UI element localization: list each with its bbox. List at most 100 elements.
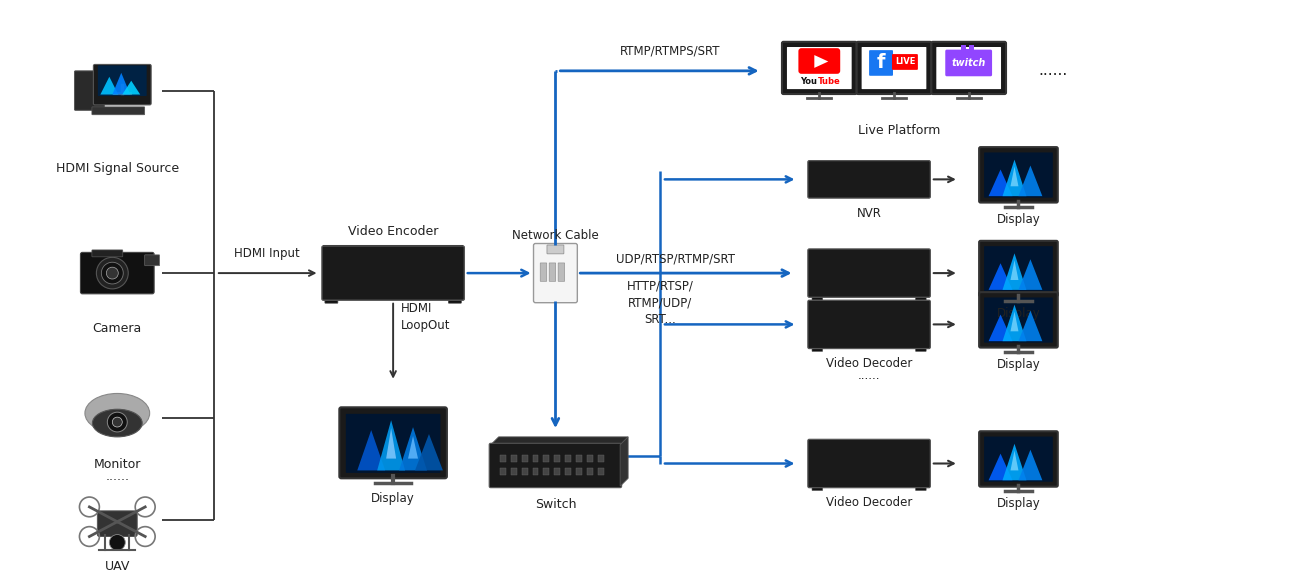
Bar: [543, 468, 550, 475]
Text: Tube: Tube: [819, 77, 841, 86]
Polygon shape: [1010, 450, 1018, 470]
FancyBboxPatch shape: [808, 301, 930, 349]
Polygon shape: [1002, 254, 1026, 290]
Polygon shape: [1018, 166, 1042, 196]
Text: LIVE: LIVE: [895, 57, 916, 67]
Polygon shape: [815, 55, 828, 68]
FancyBboxPatch shape: [916, 295, 926, 300]
Polygon shape: [988, 263, 1013, 290]
Polygon shape: [122, 80, 140, 94]
Polygon shape: [377, 420, 405, 470]
Polygon shape: [988, 453, 1013, 480]
FancyBboxPatch shape: [884, 317, 901, 331]
Polygon shape: [386, 428, 396, 459]
FancyBboxPatch shape: [979, 241, 1057, 296]
Text: Display: Display: [371, 492, 415, 505]
Text: Video Encoder: Video Encoder: [348, 225, 438, 237]
FancyBboxPatch shape: [837, 456, 859, 471]
Polygon shape: [621, 437, 628, 486]
FancyBboxPatch shape: [857, 42, 932, 94]
Circle shape: [434, 264, 447, 278]
FancyBboxPatch shape: [812, 346, 823, 351]
FancyBboxPatch shape: [869, 172, 890, 186]
Bar: [533, 468, 538, 475]
Text: HDMI
LoopOut: HDMI LoopOut: [401, 302, 450, 332]
FancyBboxPatch shape: [323, 245, 463, 252]
FancyBboxPatch shape: [812, 295, 823, 300]
Polygon shape: [113, 73, 130, 94]
Text: HTTP/RTSP/
RTMP/UDP/
SRT...: HTTP/RTSP/ RTMP/UDP/ SRT...: [627, 279, 694, 326]
FancyBboxPatch shape: [782, 42, 857, 94]
FancyBboxPatch shape: [558, 263, 564, 281]
Bar: [510, 455, 517, 461]
Text: Video Decoder: Video Decoder: [827, 357, 912, 370]
FancyBboxPatch shape: [380, 263, 398, 281]
FancyBboxPatch shape: [984, 246, 1052, 291]
FancyBboxPatch shape: [862, 47, 926, 89]
Bar: [533, 455, 538, 461]
FancyBboxPatch shape: [984, 298, 1052, 343]
Bar: [555, 455, 560, 461]
Circle shape: [815, 455, 832, 472]
FancyBboxPatch shape: [92, 107, 144, 115]
FancyBboxPatch shape: [408, 263, 429, 281]
Bar: [588, 468, 593, 475]
Polygon shape: [1002, 444, 1026, 480]
Bar: [555, 468, 560, 475]
FancyBboxPatch shape: [808, 439, 930, 488]
Polygon shape: [960, 45, 974, 51]
Bar: [522, 455, 527, 461]
FancyBboxPatch shape: [837, 266, 859, 280]
Bar: [565, 468, 571, 475]
FancyBboxPatch shape: [884, 456, 901, 470]
Bar: [598, 455, 605, 461]
FancyBboxPatch shape: [787, 47, 851, 89]
FancyBboxPatch shape: [979, 292, 1057, 347]
Text: f: f: [876, 53, 886, 72]
Text: Network Cable: Network Cable: [512, 229, 598, 241]
FancyBboxPatch shape: [884, 266, 901, 279]
FancyBboxPatch shape: [80, 252, 154, 294]
Text: RTMP/RTMPS/SRT: RTMP/RTMPS/SRT: [619, 44, 720, 57]
Polygon shape: [1010, 261, 1018, 280]
Text: You: You: [800, 77, 817, 86]
Text: twitch: twitch: [951, 58, 985, 68]
FancyBboxPatch shape: [932, 42, 1006, 94]
Circle shape: [108, 412, 127, 432]
Text: Live Platform: Live Platform: [858, 124, 941, 137]
FancyBboxPatch shape: [534, 244, 577, 303]
FancyBboxPatch shape: [362, 263, 379, 281]
Circle shape: [815, 316, 832, 334]
Polygon shape: [415, 434, 443, 470]
FancyBboxPatch shape: [346, 414, 441, 473]
Circle shape: [96, 257, 129, 289]
FancyBboxPatch shape: [869, 50, 893, 76]
FancyBboxPatch shape: [547, 245, 564, 254]
Ellipse shape: [85, 394, 150, 433]
FancyBboxPatch shape: [979, 147, 1057, 203]
FancyBboxPatch shape: [144, 255, 160, 266]
Text: UAV: UAV: [105, 560, 130, 573]
Bar: [510, 468, 517, 475]
Text: HDMI Input: HDMI Input: [234, 247, 299, 261]
FancyBboxPatch shape: [98, 65, 147, 96]
FancyBboxPatch shape: [984, 437, 1052, 482]
Text: Display: Display: [997, 358, 1040, 371]
Circle shape: [101, 262, 123, 284]
Text: Switch: Switch: [535, 498, 576, 511]
Polygon shape: [357, 430, 386, 470]
Polygon shape: [988, 314, 1013, 341]
Circle shape: [819, 460, 828, 467]
FancyBboxPatch shape: [984, 152, 1052, 197]
Text: Display: Display: [997, 307, 1040, 320]
Bar: [598, 468, 605, 475]
Bar: [565, 455, 571, 461]
Polygon shape: [1018, 259, 1042, 290]
Circle shape: [921, 187, 925, 192]
Polygon shape: [408, 436, 419, 459]
FancyBboxPatch shape: [865, 318, 879, 329]
FancyBboxPatch shape: [937, 47, 1001, 89]
Circle shape: [819, 320, 828, 328]
FancyBboxPatch shape: [812, 485, 823, 490]
Bar: [576, 455, 583, 461]
